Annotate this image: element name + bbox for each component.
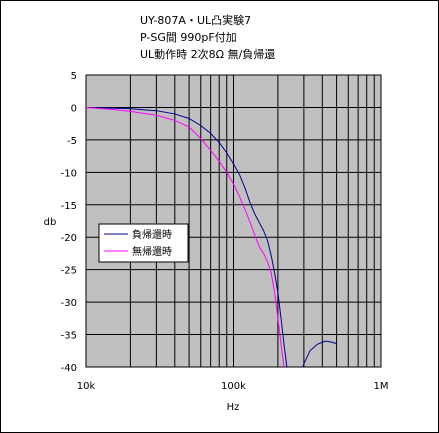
y-tick-label: -40 (61, 363, 77, 374)
x-tick-label: 10k (77, 381, 96, 392)
x-axis-label: Hz (227, 402, 240, 413)
chart-title-line-1: UY-807A・UL凸実験7 (140, 14, 252, 27)
y-tick-label: -20 (61, 233, 77, 244)
x-tick-label: 100k (221, 381, 246, 392)
grid-lines (85, 74, 382, 368)
y-axis-label: db (44, 217, 57, 228)
series-line-1 (86, 106, 337, 367)
legend-label-2: 無帰還時 (132, 245, 172, 258)
x-axis-ticks: 10k 100k 1M (77, 381, 389, 392)
y-tick-label: -5 (67, 136, 77, 147)
y-tick-label: -15 (61, 201, 77, 212)
y-tick-label: 5 (71, 71, 77, 82)
y-axis-ticks: 5 0 -5 -10 -15 -20 -25 -30 -35 -40 (61, 71, 77, 374)
x-tick-label: 1M (374, 381, 389, 392)
series-line-2 (86, 106, 285, 367)
series-lines (86, 106, 337, 367)
legend-label-1: 負帰還時 (132, 228, 172, 241)
legend-box (98, 223, 189, 263)
chart-title-line-2: P-SG間 990pF付加 (140, 31, 237, 44)
y-tick-label: -10 (61, 168, 77, 179)
y-tick-label: 0 (71, 103, 77, 114)
y-tick-label: -35 (61, 331, 77, 342)
y-tick-label: -30 (61, 298, 77, 309)
chart-title-line-3: UL動作時 2次8Ω 無/負帰還 (140, 48, 276, 61)
y-tick-label: -25 (61, 266, 77, 277)
